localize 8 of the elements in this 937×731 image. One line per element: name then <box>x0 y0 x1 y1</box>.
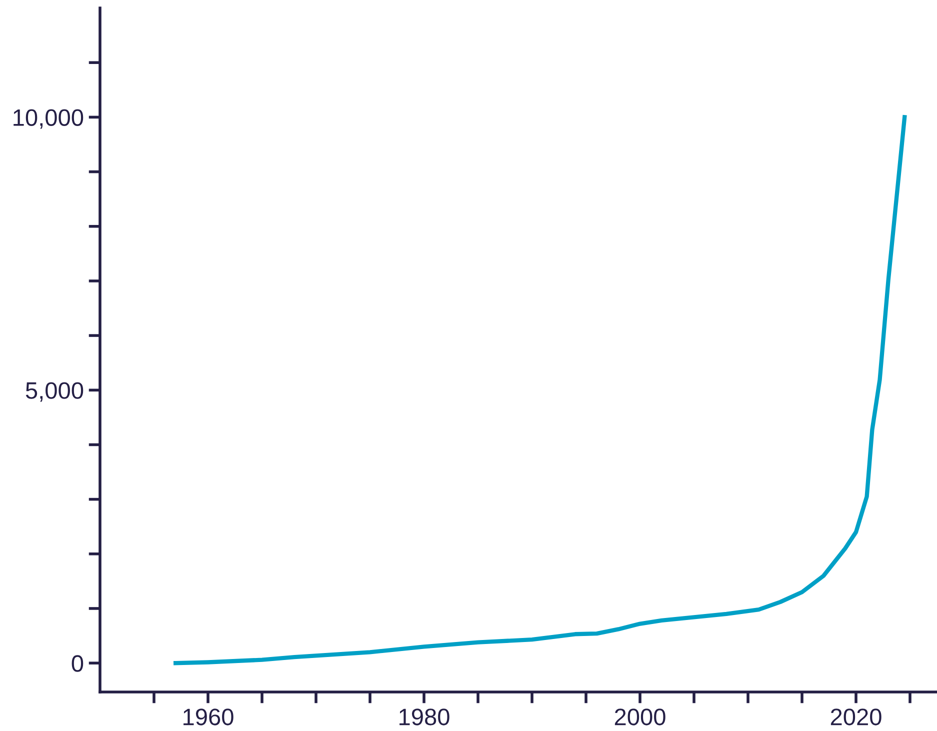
x-tick-label: 1960 <box>184 708 234 726</box>
x-tick-label: 1980 <box>400 708 450 726</box>
x-tick-label: 2000 <box>614 708 666 726</box>
line-series <box>174 115 907 666</box>
x-tick-label: 2020 <box>830 708 882 726</box>
y-tick-label: 10,000 <box>14 109 84 129</box>
y-tick-label: 0 <box>72 655 84 672</box>
y-tick-label: 5,000 <box>26 382 84 402</box>
